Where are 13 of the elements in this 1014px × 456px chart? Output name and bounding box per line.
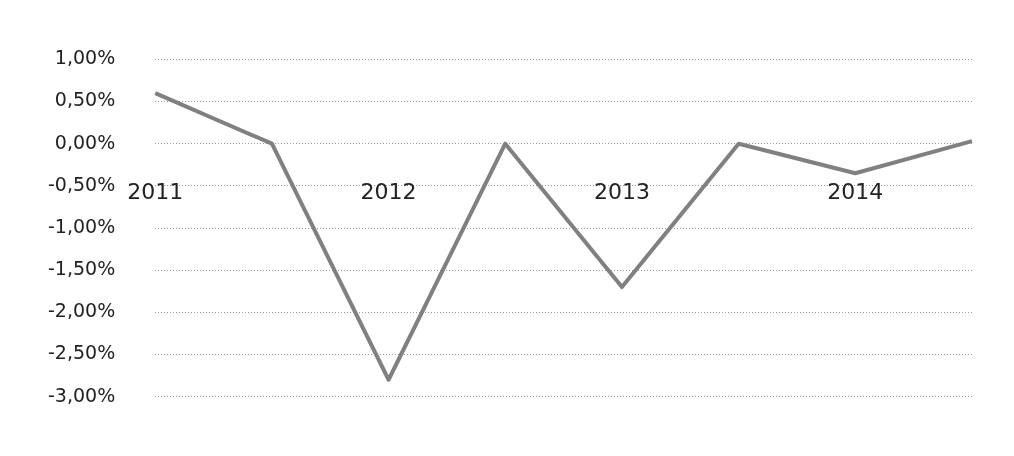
y-tick-label: 0,00% (54, 130, 116, 153)
y-tick-label: -2,00% (48, 299, 116, 322)
x-tick-label: 2012 (360, 178, 417, 204)
y-tick-label: -2,50% (48, 341, 116, 364)
x-tick-label: 2011 (127, 178, 184, 204)
y-tick-label: -1,50% (48, 257, 116, 280)
y-tick-label: -1,00% (48, 214, 116, 237)
y-tick-label: 0,50% (54, 88, 116, 111)
y-tick-label: -3,00% (48, 383, 116, 406)
x-tick-label: 2014 (827, 178, 884, 204)
y-tick-label: -0,50% (48, 172, 116, 195)
x-tick-label: 2013 (593, 178, 650, 204)
y-tick-label: 1,00% (54, 46, 116, 69)
